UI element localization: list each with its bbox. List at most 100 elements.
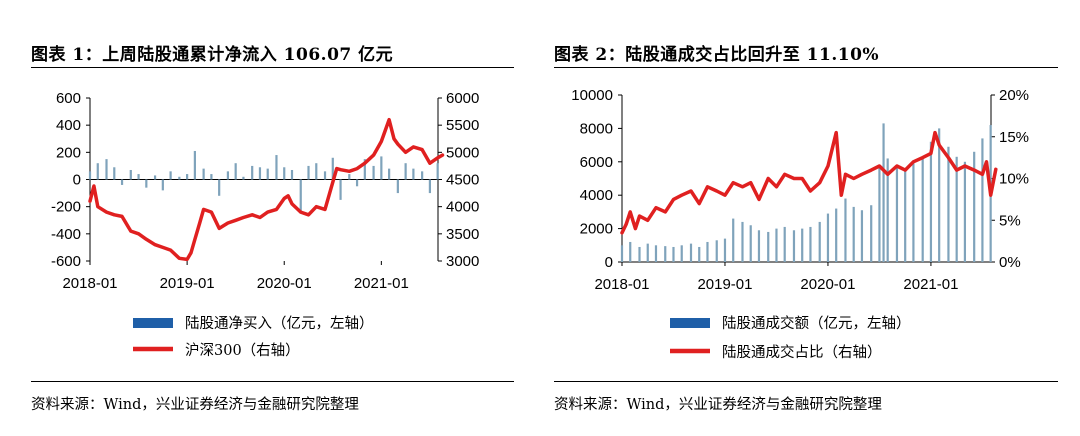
bar bbox=[258, 167, 262, 180]
bar bbox=[153, 175, 157, 180]
bar bbox=[783, 226, 786, 262]
bar bbox=[938, 128, 941, 262]
right-tick-label: 0% bbox=[999, 254, 1021, 271]
bar bbox=[145, 179, 148, 188]
bar bbox=[193, 150, 196, 180]
left-tick-label: 10000 bbox=[571, 87, 613, 104]
bar bbox=[234, 163, 237, 180]
bar bbox=[323, 171, 327, 180]
bar bbox=[348, 174, 351, 180]
bar bbox=[826, 213, 830, 262]
legend-line-label: 沪深300（右轴） bbox=[185, 342, 300, 359]
source-rule bbox=[554, 381, 1058, 382]
x-tick-label: 2018-01 bbox=[594, 276, 649, 293]
right-tick-label: 5% bbox=[999, 212, 1021, 229]
bar bbox=[921, 158, 924, 262]
chart-title: 图表 1：上周陆股通累计净流入 106.07 亿元 bbox=[31, 45, 394, 65]
chart-panel-1: 图表 1：上周陆股通累计净流入 106.07 亿元 600 400 200 0 -200… bbox=[31, 45, 514, 413]
left-tick-label: -600 bbox=[51, 253, 81, 270]
bar bbox=[226, 171, 230, 180]
right-tick-label: 6000 bbox=[446, 90, 479, 107]
bar bbox=[421, 171, 424, 180]
bar bbox=[741, 221, 744, 262]
bar bbox=[137, 174, 140, 180]
bar bbox=[844, 198, 847, 262]
bar bbox=[732, 218, 735, 262]
bar bbox=[646, 243, 649, 262]
bar bbox=[251, 165, 254, 180]
bar bbox=[629, 241, 632, 262]
bar bbox=[242, 176, 245, 180]
source-note: 资料来源：Wind，兴业证券经济与金融研究院整理 bbox=[31, 397, 359, 413]
left-tick-label: 8000 bbox=[580, 120, 613, 137]
bar bbox=[929, 141, 933, 262]
left-tick-label: -200 bbox=[51, 199, 81, 216]
bar bbox=[775, 228, 778, 262]
left-tick-label: 6000 bbox=[580, 154, 613, 171]
right-tick-label: 3500 bbox=[446, 226, 479, 243]
chart-panel-2: 图表 2：陆股通成交占比回升至 11.10% 10000 8000 6000 4000… bbox=[540, 0, 1080, 436]
chart-title: 图表 2：陆股通成交占比回升至 11.10% bbox=[554, 45, 880, 65]
bar bbox=[210, 174, 213, 180]
bar bbox=[757, 230, 761, 262]
bar bbox=[698, 246, 701, 262]
bar bbox=[331, 157, 334, 180]
legend-bar-label: 陆股通成交额（亿元，左轴） bbox=[722, 314, 911, 332]
chart-2-plot: 10000 8000 6000 4000 2000 0 20% 15% 10% 5% 0% 2018-… bbox=[571, 87, 1029, 361]
bar bbox=[749, 225, 752, 262]
legend-bar-label: 陆股通净买入（亿元，左轴） bbox=[185, 315, 374, 332]
left-tick-label: 4000 bbox=[580, 187, 613, 204]
bar bbox=[169, 171, 172, 180]
bar bbox=[912, 163, 915, 262]
bar bbox=[638, 246, 641, 262]
bar bbox=[981, 138, 984, 262]
bar bbox=[973, 151, 976, 262]
bar bbox=[96, 163, 99, 180]
source-note: 资料来源：Wind，兴业证券经济与金融研究院整理 bbox=[554, 397, 882, 413]
bar bbox=[283, 167, 286, 180]
left-tick-label: 600 bbox=[56, 90, 81, 107]
bar bbox=[120, 179, 124, 185]
bar bbox=[396, 179, 399, 194]
right-tick-label: 20% bbox=[999, 87, 1029, 104]
bar bbox=[372, 165, 375, 180]
left-tick-label: 2000 bbox=[580, 221, 613, 238]
line-series bbox=[620, 130, 998, 235]
bar bbox=[904, 168, 907, 262]
bar bbox=[380, 156, 383, 180]
x-tick-label: 2019-01 bbox=[697, 276, 752, 293]
bar bbox=[404, 163, 407, 180]
bar bbox=[299, 179, 302, 214]
x-tick-label: 2020-01 bbox=[257, 275, 312, 292]
bar bbox=[878, 165, 881, 262]
right-tick-label: 4500 bbox=[446, 172, 479, 189]
left-tick-label: 0 bbox=[605, 254, 613, 271]
bar bbox=[307, 165, 310, 180]
bar bbox=[767, 231, 770, 262]
bar bbox=[895, 165, 899, 262]
bar bbox=[315, 163, 318, 180]
bar bbox=[129, 169, 132, 180]
bar bbox=[870, 205, 873, 262]
bar bbox=[672, 246, 675, 262]
title-rule bbox=[554, 67, 1058, 68]
chart-1-plot: 600 400 200 0 -200 -400 -600 6000 5500 5000 4500 40… bbox=[51, 90, 479, 359]
bar bbox=[835, 208, 838, 262]
right-tick-label: 4000 bbox=[446, 199, 479, 216]
legend-line-label: 陆股通成交占比（右轴） bbox=[722, 343, 882, 361]
bar bbox=[105, 159, 108, 180]
bar bbox=[654, 245, 658, 262]
bar bbox=[947, 146, 950, 262]
bar bbox=[428, 179, 432, 194]
bar bbox=[412, 168, 415, 180]
bar bbox=[706, 241, 709, 262]
bar bbox=[290, 169, 294, 180]
bar bbox=[818, 221, 821, 262]
right-tick-label: 3000 bbox=[446, 253, 479, 270]
bar bbox=[852, 206, 855, 262]
x-tick-label: 2020-01 bbox=[800, 276, 855, 293]
line-series bbox=[88, 117, 445, 262]
legend-bar-swatch bbox=[670, 318, 710, 328]
bar bbox=[680, 245, 683, 262]
bar bbox=[963, 161, 967, 262]
